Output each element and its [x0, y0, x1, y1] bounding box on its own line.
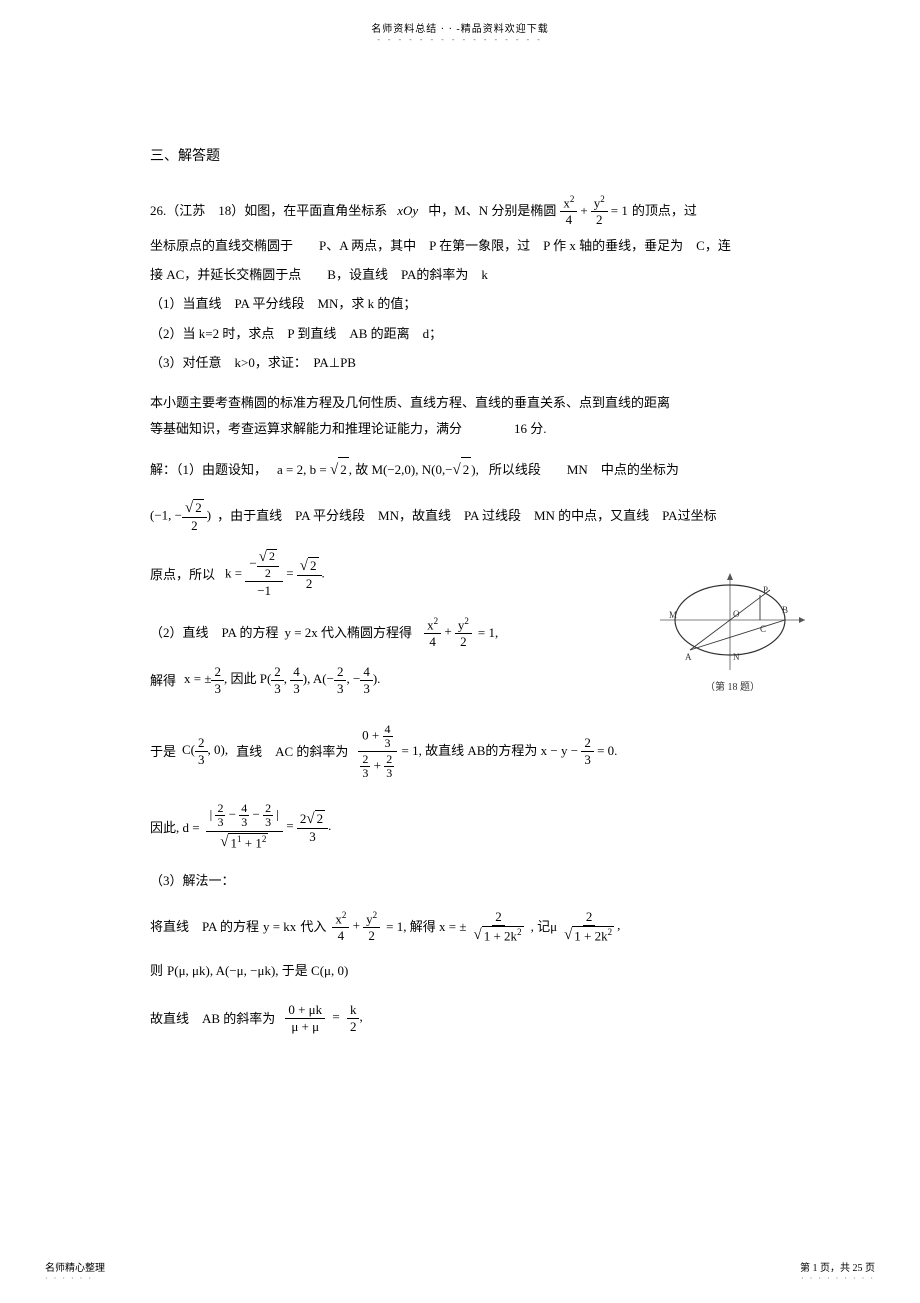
- s3-ji: , 记: [531, 915, 551, 938]
- s3-ab-label: 故直线 AB 的斜率为: [150, 1007, 275, 1030]
- explanation: 本小题主要考查椭圆的标准方程及几何性质、直线方程、直线的垂直关系、点到直线的距离…: [150, 390, 770, 442]
- solution-1-point: (−1, −√22) ，由于直线 PA 平分线段 MN，故直线 PA 过线段 M…: [150, 499, 770, 534]
- question-3: （3）对任意 k>0，求证： PA⊥PB: [150, 351, 770, 374]
- footer-left: 名师精心整理 · · · · · ·: [45, 1259, 105, 1283]
- s2-ab-mid: = 1, 故直线 AB的方程为 x − y −: [402, 742, 579, 757]
- s3-ab-eq: =: [332, 1009, 339, 1024]
- s3-solve: = 1, 解得 x = ±: [386, 915, 466, 938]
- s2-eq-end: = 1,: [478, 621, 498, 644]
- s2-ac-label: 直线 AC 的斜率为: [236, 740, 348, 763]
- s1-pre: 解：（1）由题设知，: [150, 458, 267, 481]
- s3-ab-num: 0 + μk: [285, 1002, 325, 1019]
- problem-mid2: 的顶点，过: [632, 199, 697, 222]
- svg-text:N: N: [733, 652, 740, 662]
- problem-statement-line1: 26.（江苏 18）如图，在平面直角坐标系 xOy 中，M、N 分别是椭圆 x2…: [150, 194, 770, 228]
- s1-point-text: (−1, −√22): [150, 499, 211, 534]
- solution-2-d: 因此, d = | 23 − 43 − 23 | √11 + 12 = 2√23…: [150, 801, 770, 853]
- eq-den2: 2: [593, 212, 606, 228]
- footer-right-dots: · · · · · · · · ·: [800, 1274, 875, 1283]
- s2-solve-label: 解得: [150, 669, 176, 692]
- solution-3-pts: 则 P(μ, μk), A(−μ, −μk), 于是 C(μ, 0): [150, 959, 770, 982]
- s3-pts-text: P(μ, μk), A(−μ, −μk), 于是 C(μ, 0): [167, 959, 348, 982]
- problem-line2: 坐标原点的直线交椭圆于 P、A 两点，其中 P 在第一象限，过 P 作 x 轴的…: [150, 234, 770, 257]
- s1-post: 所以线段 MN 中点的坐标为: [489, 458, 679, 481]
- svg-text:M: M: [669, 610, 677, 620]
- s3-sub2: 代入: [300, 915, 326, 938]
- footer-right-text: 第 1 页，共 25 页: [800, 1259, 875, 1274]
- s3-k-den: 2: [347, 1019, 360, 1035]
- main-content: 三、解答题 26.（江苏 18）如图，在平面直角坐标系 xOy 中，M、N 分别…: [0, 44, 920, 1034]
- footer-left-dots: · · · · · ·: [45, 1274, 105, 1283]
- s1-k-formula: k = −√22 −1 = √22.: [225, 548, 325, 601]
- s2-x-formula: x = ±23, 因此 P(23, 43), A(−23, −43).: [184, 664, 380, 696]
- explanation-p1: 本小题主要考查椭圆的标准方程及几何性质、直线方程、直线的垂直关系、点到直线的距离: [150, 390, 770, 416]
- figure-caption: （第 18 题）: [705, 680, 760, 693]
- solution-2-c: 于是 C(23, 0), 直线 AC 的斜率为 0 + 43 23 + 23 =…: [150, 722, 770, 782]
- s2-y2x: y = 2x 代入椭圆方程得: [284, 621, 412, 644]
- solution-3-ab: 故直线 AB 的斜率为 0 + μkμ + μ = k2,: [150, 1002, 770, 1034]
- page-footer: 名师精心整理 · · · · · · 第 1 页，共 25 页 · · · · …: [0, 1259, 920, 1283]
- ellipse-figure: M N P B A C O （第 18 题）: [655, 565, 810, 700]
- eq-end: = 1: [611, 199, 628, 222]
- s1-mid: ，由于直线 PA 平分线段 MN，故直线 PA 过线段 MN 的中点，又直线 P…: [217, 504, 717, 527]
- s3-sub-label: 将直线 PA 的方程: [150, 915, 259, 938]
- s3-ab-den: μ + μ: [288, 1019, 322, 1035]
- ellipse-equation: x24 + y22 = 1: [560, 194, 627, 228]
- svg-text:A: A: [685, 652, 692, 662]
- footer-right: 第 1 页，共 25 页 · · · · · · · · ·: [800, 1259, 875, 1283]
- s2-pre: （2）直线 PA 的方程: [150, 621, 278, 644]
- s3-ab-formula: 0 + μkμ + μ = k2,: [285, 1002, 362, 1034]
- header-title: 名师资料总结 · · -精品资料欢迎下载: [0, 0, 920, 35]
- question-1: （1）当直线 PA 平分线段 MN，求 k 的值；: [150, 292, 770, 315]
- s2-c-point: C(23, 0),: [182, 735, 228, 767]
- svg-text:B: B: [782, 605, 788, 615]
- s2-d-label: 因此, d =: [150, 816, 200, 839]
- problem-mid1: 中，M、N 分别是椭圆: [428, 199, 556, 222]
- s3-root2: 2√1 + 2k2,: [561, 909, 620, 944]
- s2-ab-end: = 0.: [597, 742, 617, 757]
- problem-line3: 接 AC，并延长交椭圆于点 B，设直线 PA的斜率为 k: [150, 263, 770, 286]
- solution-1-line1: 解：（1）由题设知， a = 2, b = √2, 故 M(−2,0), N(0…: [150, 457, 770, 484]
- svg-text:O: O: [733, 609, 740, 619]
- s1-origin: 原点，所以: [150, 563, 215, 586]
- solution-3-title: （3）解法一：: [150, 868, 770, 894]
- problem-number: 26.（江苏 18）如图，在平面直角坐标系: [150, 199, 387, 222]
- s2-yushi: 于是: [150, 740, 176, 763]
- eq-den1: 4: [563, 212, 576, 228]
- xoy-text: xOy: [397, 199, 418, 222]
- s1-formula: a = 2, b = √2, 故 M(−2,0), N(0,−√2),: [277, 457, 479, 484]
- s3-root1: 2√1 + 2k2: [470, 909, 526, 944]
- svg-text:P: P: [763, 585, 768, 595]
- s2-eq: x24 + y22: [424, 616, 472, 650]
- s3-ze: 则: [150, 959, 163, 982]
- footer-left-text: 名师精心整理: [45, 1259, 105, 1274]
- s3-eq: x24 + y22: [332, 910, 380, 944]
- section-title: 三、解答题: [150, 144, 770, 169]
- s2-d-formula: | 23 − 43 − 23 | √11 + 12 = 2√23.: [206, 801, 332, 853]
- header-dots: - - - - - - - - - - - - - - - -: [0, 35, 920, 44]
- s2-ac-formula: 0 + 43 23 + 23 = 1, 故直线 AB的方程为 x − y − 2…: [356, 722, 617, 782]
- explanation-p2: 等基础知识，考查运算求解能力和推理论证能力，满分 16 分.: [150, 416, 770, 442]
- s3-mu: μ: [550, 915, 557, 938]
- svg-text:C: C: [760, 624, 766, 634]
- s3-ykx: y = kx: [263, 915, 296, 938]
- solution-3-sub: 将直线 PA 的方程 y = kx 代入 x24 + y22 = 1, 解得 x…: [150, 909, 770, 944]
- question-2: （2）当 k=2 时，求点 P 到直线 AB 的距离 d；: [150, 322, 770, 345]
- s3-k-num: k: [347, 1002, 360, 1019]
